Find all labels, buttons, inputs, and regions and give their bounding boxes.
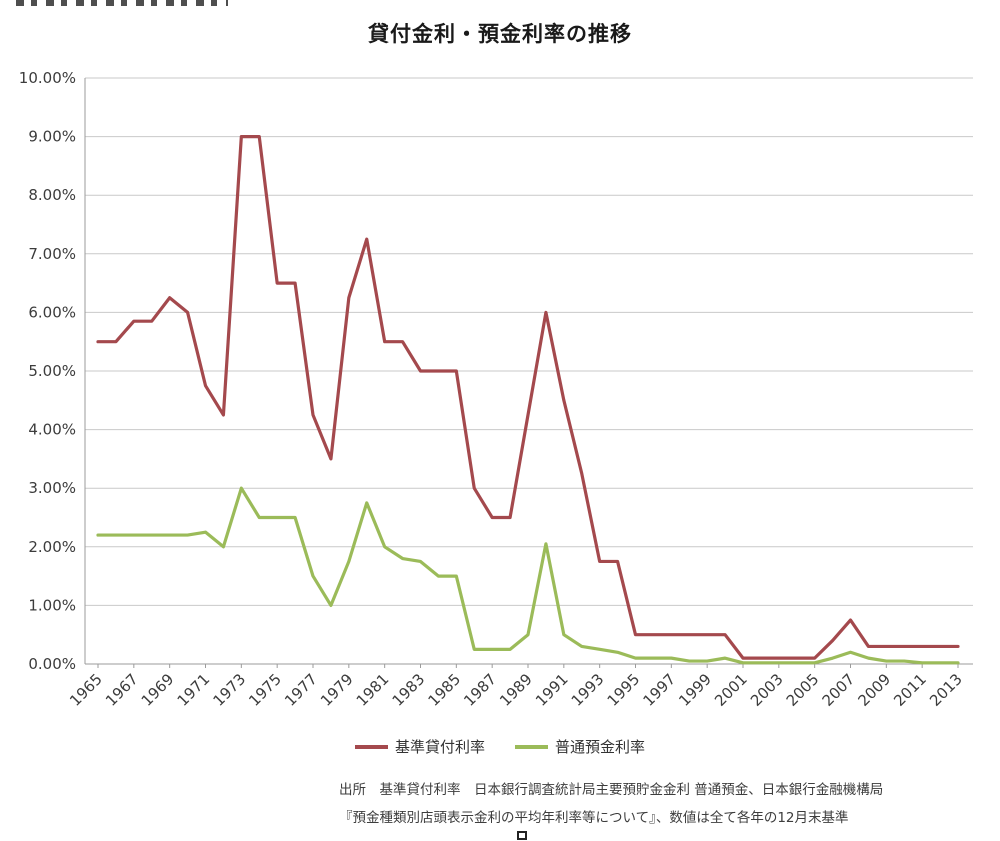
y-axis-labels: 0.00% 1.00% 2.00% 3.00% 4.00% 5.00% 6.00% 7.00%… — [19, 69, 76, 673]
svg-text:6.00%: 6.00% — [28, 303, 76, 321]
line-chart: 0.00% 1.00% 2.00% 3.00% 4.00% 5.00% 6.00% 7.00%… — [19, 69, 973, 710]
axes — [84, 78, 973, 665]
svg-text:1983: 1983 — [389, 670, 429, 710]
svg-text:1.00%: 1.00% — [28, 596, 76, 614]
legend-swatch-lending-rate — [354, 744, 388, 749]
svg-text:1991: 1991 — [532, 670, 572, 710]
cropped-text-top — [16, 0, 228, 6]
svg-text:2.00%: 2.00% — [28, 538, 76, 556]
source-note: 出所 基準貸付利率 日本銀行調査統計局主要預貯金金利 普通預金、日本銀行金融機構… — [339, 776, 883, 832]
svg-text:2003: 2003 — [747, 670, 787, 710]
legend-label-deposit-rate: 普通預金利率 — [555, 738, 646, 756]
svg-text:1999: 1999 — [675, 670, 715, 710]
x-axis-labels: 1965196719691971197319751977197919811983… — [66, 664, 966, 710]
source-note-line2: 『預金種類別店頭表示金利の平均年利率等について』、数値は全て各年の12月末基準 — [339, 810, 849, 826]
svg-text:1997: 1997 — [639, 670, 679, 710]
svg-text:1967: 1967 — [102, 670, 142, 710]
series-line-0 — [96, 135, 960, 660]
svg-text:7.00%: 7.00% — [28, 245, 76, 263]
svg-text:10.00%: 10.00% — [19, 69, 76, 87]
svg-text:3.00%: 3.00% — [28, 479, 76, 497]
svg-text:1975: 1975 — [245, 670, 285, 710]
svg-text:1965: 1965 — [66, 670, 106, 710]
svg-text:1985: 1985 — [424, 670, 464, 710]
svg-text:2009: 2009 — [854, 670, 894, 710]
legend-swatch-deposit-rate — [515, 744, 548, 749]
svg-text:2013: 2013 — [926, 670, 966, 710]
svg-text:4.00%: 4.00% — [28, 421, 76, 439]
svg-text:1993: 1993 — [568, 670, 608, 710]
source-note-line1: 出所 基準貸付利率 日本銀行調査統計局主要預貯金金利 普通預金、日本銀行金融機構… — [339, 782, 884, 798]
svg-text:2007: 2007 — [819, 670, 859, 710]
gridlines — [85, 77, 973, 665]
svg-text:1977: 1977 — [281, 670, 321, 710]
svg-text:1979: 1979 — [317, 670, 357, 710]
legend-item-deposit-rate: 普通預金利率 — [515, 736, 645, 757]
svg-text:9.00%: 9.00% — [28, 128, 76, 146]
cropped-text-bottom — [517, 831, 527, 840]
svg-text:2005: 2005 — [783, 670, 823, 710]
chart-legend: 基準貸付利率 普通預金利率 — [0, 736, 1000, 757]
svg-text:1987: 1987 — [460, 670, 500, 710]
svg-text:1971: 1971 — [174, 670, 214, 710]
svg-text:1973: 1973 — [209, 670, 249, 710]
legend-label-lending-rate: 基準貸付利率 — [394, 738, 485, 756]
svg-text:8.00%: 8.00% — [28, 186, 76, 204]
svg-text:2011: 2011 — [890, 670, 930, 710]
svg-text:0.00%: 0.00% — [28, 655, 76, 673]
svg-text:1981: 1981 — [353, 670, 393, 710]
svg-text:1995: 1995 — [604, 670, 644, 710]
series-line-1 — [96, 486, 960, 665]
svg-text:1969: 1969 — [138, 670, 178, 710]
svg-text:5.00%: 5.00% — [28, 362, 76, 380]
svg-text:1989: 1989 — [496, 670, 536, 710]
svg-text:2001: 2001 — [711, 670, 751, 710]
legend-item-lending-rate: 基準貸付利率 — [354, 736, 485, 757]
chart-title: 貸付金利・預金利率の推移 — [368, 22, 632, 46]
